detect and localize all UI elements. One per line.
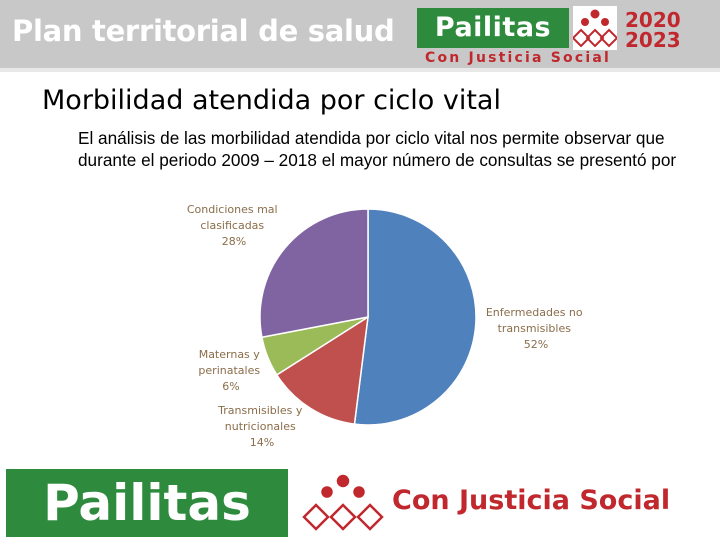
slice-label-maternas-line-1: Maternas y (199, 348, 261, 361)
pie-labels: Enfermedades no transmisibles 52% Transm… (187, 203, 586, 449)
slice-label-enfermedades-line-1: Enfermedades no (486, 306, 583, 319)
slide-title: Morbilidad atendida por ciclo vital (42, 85, 501, 116)
slide-paragraph: El análisis de las morbilidad atendida p… (78, 128, 677, 170)
pie-slice-transmisibles (275, 315, 369, 425)
slice-pct-condiciones: 28% (222, 235, 246, 248)
slice-label-enfermedades-line-2: transmisibles (498, 322, 572, 335)
plan-title: Plan territorial de salud (12, 14, 395, 48)
header-divider (0, 68, 720, 72)
slice-label-transmisibles-line-2: nutricionales (225, 420, 296, 433)
slice-pct-enfermedades: 52% (524, 338, 548, 351)
header-logo-slogan: Con Justicia Social (425, 50, 611, 66)
slice-pct-maternas: 6% (222, 380, 239, 393)
footer-slogan: Con Justicia Social (392, 485, 671, 516)
slice-label-condiciones: Condiciones mal clasificadas 28% (187, 203, 281, 248)
slice-label-condiciones-line-2: clasificadas (200, 219, 264, 232)
header-logo-year-start: 2020 (625, 8, 681, 32)
pie-chart: Enfermedades no transmisibles 52% Transm… (187, 203, 586, 449)
slice-label-maternas: Maternas y perinatales 6% (198, 348, 263, 393)
footer-logo-name: Pailitas (6, 469, 288, 537)
footer-banner: Pailitas Con Justicia Social (0, 465, 720, 540)
header-logo-year-end: 2023 (625, 28, 681, 52)
slice-label-transmisibles: Transmisibles y nutricionales 14% (217, 404, 306, 449)
footer-emblem-icon (302, 474, 384, 531)
header-logo: Pailitas 2020 2023 Con Justicia Social (413, 4, 713, 70)
slice-pct-transmisibles: 14% (250, 436, 274, 449)
slice-label-transmisibles-line-1: Transmisibles y (217, 404, 303, 417)
slice-label-condiciones-line-1: Condiciones mal (187, 203, 278, 216)
header-banner: Plan territorial de salud Pailitas 2020 … (0, 0, 720, 72)
slice-label-maternas-line-2: perinatales (198, 364, 260, 377)
pie-slice-condiciones (259, 208, 369, 339)
header-logo-years: 2020 2023 (625, 10, 711, 50)
emblem-icon (573, 6, 617, 50)
pie-slices (259, 208, 477, 426)
pie-slice-enfermedades (353, 208, 477, 426)
header-logo-name: Pailitas (417, 8, 569, 48)
slice-label-enfermedades: Enfermedades no transmisibles 52% (486, 306, 586, 351)
